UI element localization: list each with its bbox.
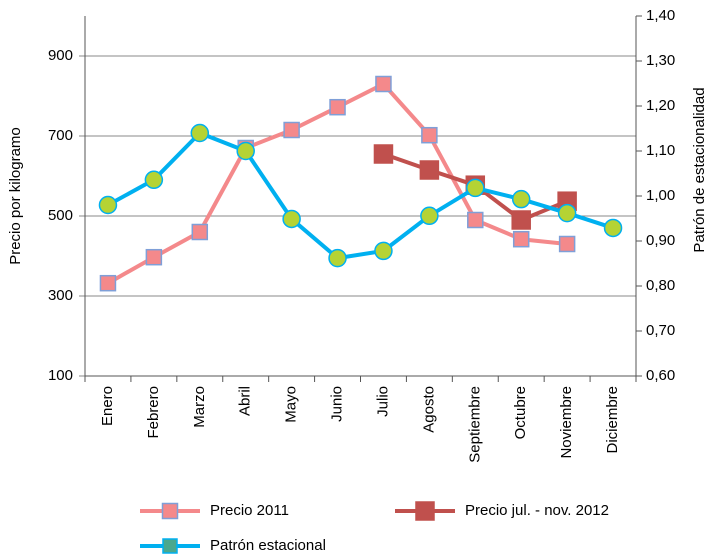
data-point: [283, 121, 300, 139]
data-point: [328, 248, 347, 268]
y2-tick-label: 0,90: [646, 232, 675, 249]
x-tick-label: Junio: [329, 386, 346, 422]
data-point: [421, 126, 438, 144]
data-point: [144, 170, 164, 190]
y2-tick-label: 0,60: [646, 367, 675, 384]
legend-marker: [161, 502, 179, 520]
y-tick-label: 700: [48, 127, 73, 144]
x-tick-label: Mayo: [283, 386, 300, 423]
data-point: [603, 218, 623, 238]
legend-marker: [162, 538, 178, 554]
data-point: [466, 178, 485, 198]
data-point: [375, 75, 392, 93]
data-point: [236, 141, 255, 161]
x-tick-label: Julio: [374, 386, 391, 417]
legend-label: Precio 2011: [210, 502, 289, 519]
data-point: [467, 211, 484, 229]
x-tick-label: Enero: [99, 386, 116, 426]
data-point: [191, 223, 209, 241]
legend-marker: [415, 501, 435, 521]
legend-label: Patrón estacional: [210, 537, 326, 554]
x-tick-label: Marzo: [191, 386, 208, 428]
data-point: [420, 206, 439, 226]
x-tick-label: Septiembre: [466, 386, 483, 463]
x-tick-label: Abril: [237, 386, 254, 416]
y2-tick-label: 1,20: [646, 97, 675, 114]
x-tick-label: Octubre: [512, 386, 529, 439]
y2-tick-label: 1,00: [646, 187, 675, 204]
y-axis-label: Precio por kilogramo: [7, 127, 24, 265]
x-tick-label: Agosto: [420, 386, 437, 433]
y-tick-label: 500: [48, 207, 73, 224]
y2-tick-label: 0,80: [646, 277, 675, 294]
y2-tick-label: 1,10: [646, 142, 675, 159]
data-point: [557, 203, 577, 223]
data-point: [190, 123, 210, 143]
data-point: [374, 241, 393, 261]
y2-tick-label: 0,70: [646, 322, 675, 339]
y2-tick-label: 1,30: [646, 52, 675, 69]
data-point: [329, 98, 346, 116]
x-tick-label: Febrero: [145, 386, 162, 439]
data-point: [282, 209, 301, 229]
data-point: [98, 195, 118, 215]
data-point: [511, 210, 531, 230]
data-point: [145, 248, 163, 266]
data-point: [99, 274, 117, 292]
data-point: [511, 189, 531, 209]
x-tick-label: Diciembre: [604, 386, 621, 454]
legend-label: Precio jul. - nov. 2012: [465, 502, 609, 519]
y-tick-label: 900: [48, 47, 73, 64]
data-point: [558, 235, 576, 253]
data-point: [419, 160, 440, 180]
y2-axis-label: Patrón de estacionalidad: [691, 87, 708, 252]
y2-tick-label: 1,40: [646, 7, 675, 24]
data-point: [373, 144, 394, 164]
data-point: [512, 230, 530, 248]
y-tick-label: 300: [48, 287, 73, 304]
x-tick-label: Noviembre: [558, 386, 575, 459]
y-tick-label: 100: [48, 367, 73, 384]
